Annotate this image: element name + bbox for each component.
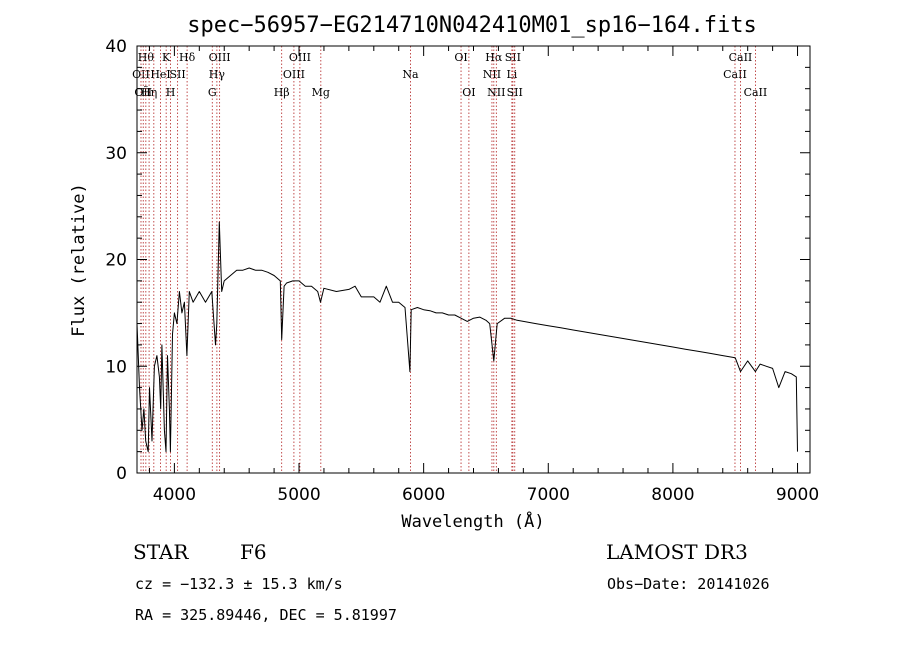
spectral-line-label: H̃η: [141, 86, 157, 99]
chart-title: spec−56957−EG214710N042410M01_sp16−164.f…: [187, 13, 757, 38]
axes: 4000 5000 6000 7000 8000 9000 0 10 20 30 40: [105, 37, 819, 505]
object-subclass: F6: [240, 540, 267, 564]
spectral-line-label: Hβ: [274, 86, 290, 99]
spectrum-series: [136, 221, 798, 453]
y-tick-label: 20: [105, 251, 127, 271]
spectral-line-label: Li: [506, 68, 517, 81]
spectral-line-label: G: [208, 86, 217, 99]
x-tick-label: 8000: [651, 485, 694, 505]
spectral-line-label: SΙΙ: [505, 51, 521, 64]
spectral-line-label: OΙΙ: [132, 68, 150, 81]
survey-name: LAMOST DR3: [606, 540, 748, 564]
x-tick-label: 5000: [277, 485, 320, 505]
spectral-line-label: OΙ: [454, 51, 467, 64]
spectral-line-label: Na: [402, 68, 419, 81]
spectral-line-label: H: [166, 86, 176, 99]
y-tick-label: 0: [116, 464, 127, 484]
spectral-line-label: Hα: [485, 51, 503, 64]
y-tick-label: 30: [105, 144, 127, 164]
spectral-line-label: CaΙΙ: [723, 68, 747, 81]
spectral-line-label: OΙΙΙ: [209, 51, 231, 64]
y-tick-label: 10: [105, 357, 127, 377]
spectral-line-label: HeΙ: [150, 68, 170, 81]
spectral-line-label: Mg: [312, 86, 330, 99]
x-axis-label: Wavelength (Å): [401, 510, 544, 532]
spectral-line-label: SΙΙ: [170, 68, 186, 81]
spectral-line-label: OΙ: [462, 86, 475, 99]
x-tick-label: 7000: [527, 485, 570, 505]
spectral-line-label: CaΙΙ: [744, 86, 768, 99]
spectral-line-label: Hδ: [179, 51, 196, 64]
ra-dec: RA = 325.89446, DEC = 5.81997: [135, 606, 397, 624]
spectral-lines: OΙΙ OΙΙ Hθ H̃η HeΙ K H SΙΙ Hδ G Hγ OΙΙΙ Hβ OΙΙΙ OΙΙΙ Mg…: [132, 46, 767, 473]
spectral-line-label: CaΙΙ: [729, 51, 753, 64]
spectral-line-label: SΙΙ: [507, 86, 523, 99]
plot-frame: [136, 45, 811, 474]
redshift-cz: cz = −132.3 ± 15.3 km/s: [135, 575, 343, 593]
y-tick-label: 40: [105, 37, 127, 57]
spectral-line-label: OΙΙ: [134, 86, 152, 99]
spectral-line-label: OΙΙΙ: [289, 51, 311, 64]
spectral-line-label: Hγ: [209, 68, 226, 81]
x-tick-label: 4000: [153, 485, 196, 505]
spectral-line-label: NΙΙ: [483, 68, 501, 81]
y-axis-label: Flux (relative): [69, 183, 89, 337]
spectral-line-label: OΙΙΙ: [283, 68, 305, 81]
spectral-line-label: NΙΙ: [487, 86, 505, 99]
object-class: STAR: [133, 540, 189, 564]
series-line-flux: [136, 221, 798, 453]
x-tick-label: 6000: [402, 485, 445, 505]
spectral-line-label: K: [162, 51, 171, 64]
x-tick-label: 9000: [776, 485, 819, 505]
obs-date: Obs−Date: 20141026: [607, 575, 770, 593]
spectral-line-label: Hθ: [138, 51, 155, 64]
